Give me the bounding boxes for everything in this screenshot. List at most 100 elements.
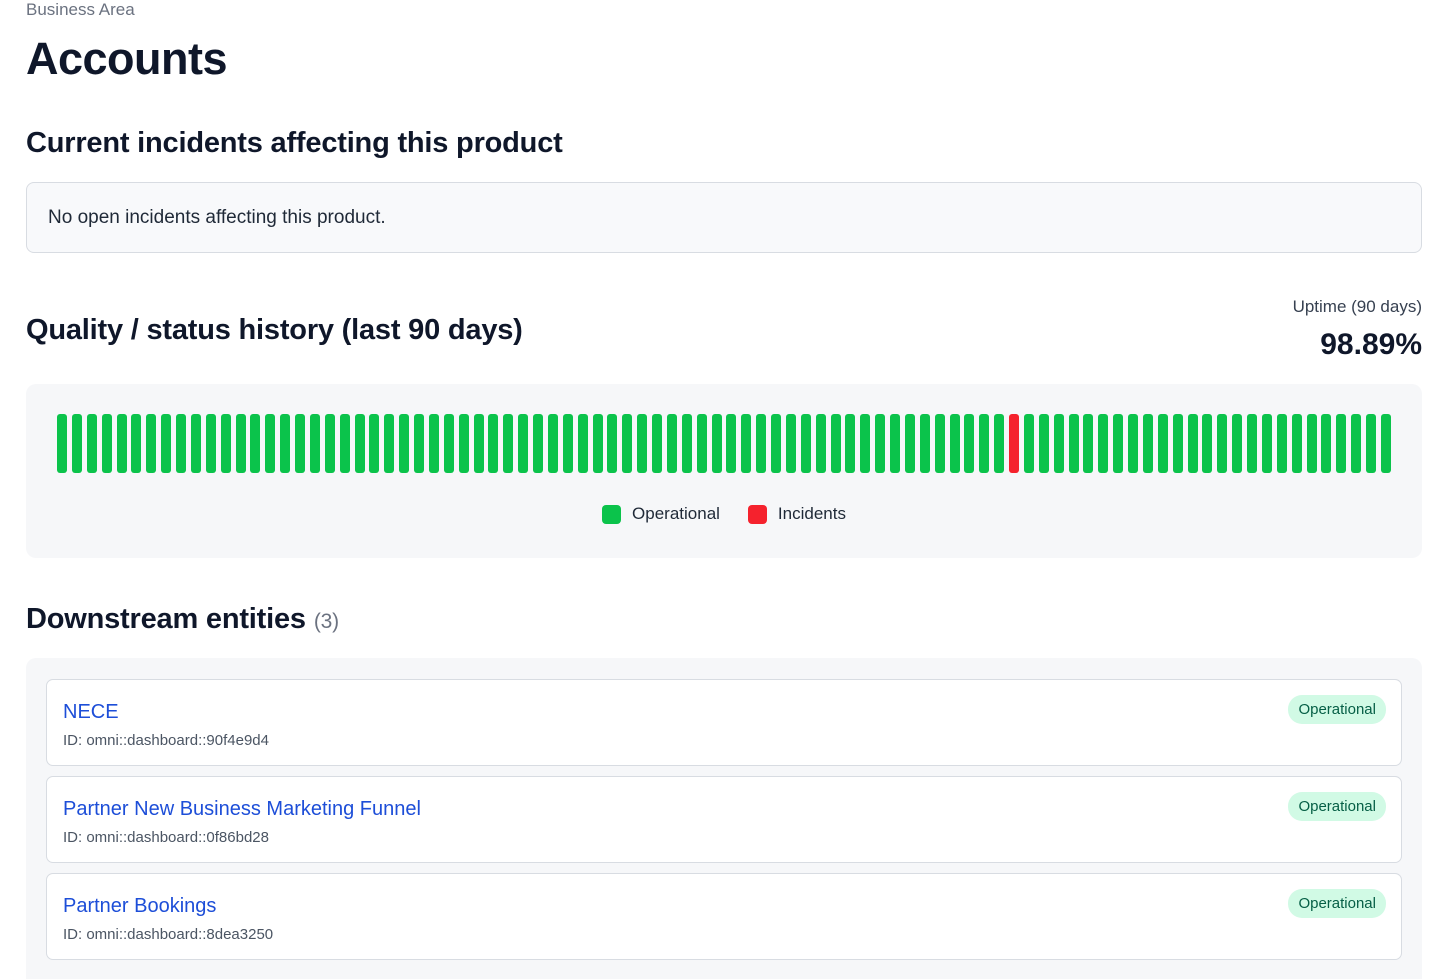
status-day-bar-operational[interactable] bbox=[295, 414, 306, 473]
status-day-bar-operational[interactable] bbox=[696, 414, 707, 473]
status-day-bar-operational[interactable] bbox=[339, 414, 350, 473]
status-day-bar-operational[interactable] bbox=[711, 414, 722, 473]
status-day-bar-operational[interactable] bbox=[1098, 414, 1109, 473]
status-day-bar-operational[interactable] bbox=[994, 414, 1005, 473]
entity-card[interactable]: Partner New Business Marketing Funnel ID… bbox=[46, 776, 1402, 863]
status-day-bar-operational[interactable] bbox=[652, 414, 663, 473]
status-day-bar-operational[interactable] bbox=[875, 414, 886, 473]
status-day-bar-operational[interactable] bbox=[116, 414, 127, 473]
status-day-bar-operational[interactable] bbox=[741, 414, 752, 473]
status-day-bar-operational[interactable] bbox=[131, 414, 142, 473]
incidents-swatch bbox=[747, 504, 767, 524]
status-day-bar-operational[interactable] bbox=[830, 414, 841, 473]
entity-id: ID: omni::dashboard::8dea3250 bbox=[63, 926, 274, 943]
status-day-bar-operational[interactable] bbox=[369, 414, 380, 473]
status-day-bar-operational[interactable] bbox=[399, 414, 410, 473]
status-day-bar-operational[interactable] bbox=[860, 414, 871, 473]
status-day-bar-operational[interactable] bbox=[1187, 414, 1198, 473]
status-day-bar-operational[interactable] bbox=[1351, 414, 1362, 473]
status-day-bar-operational[interactable] bbox=[1366, 414, 1377, 473]
status-day-bar-operational[interactable] bbox=[309, 414, 320, 473]
status-day-bar-operational[interactable] bbox=[1381, 414, 1391, 473]
status-day-bar-operational[interactable] bbox=[533, 414, 544, 473]
status-day-bar-operational[interactable] bbox=[1217, 414, 1228, 473]
status-day-bar-operational[interactable] bbox=[384, 414, 395, 473]
status-day-bar-operational[interactable] bbox=[1232, 414, 1243, 473]
status-day-bar-operational[interactable] bbox=[1306, 414, 1317, 473]
status-day-bar-operational[interactable] bbox=[473, 414, 484, 473]
status-day-bar-operational[interactable] bbox=[904, 414, 915, 473]
status-day-bar-operational[interactable] bbox=[1202, 414, 1213, 473]
status-day-bar-operational[interactable] bbox=[949, 414, 960, 473]
status-day-bar-operational[interactable] bbox=[1172, 414, 1183, 473]
status-day-bar-operational[interactable] bbox=[101, 414, 112, 473]
status-day-bar-operational[interactable] bbox=[979, 414, 990, 473]
status-day-bar-operational[interactable] bbox=[964, 414, 975, 473]
status-day-bar-operational[interactable] bbox=[1291, 414, 1302, 473]
status-day-bar-operational[interactable] bbox=[845, 414, 856, 473]
status-day-bar-operational[interactable] bbox=[577, 414, 588, 473]
status-day-bar-operational[interactable] bbox=[1113, 414, 1124, 473]
status-day-bar-operational[interactable] bbox=[1142, 414, 1153, 473]
status-day-bar-operational[interactable] bbox=[354, 414, 365, 473]
status-day-bar-operational[interactable] bbox=[488, 414, 499, 473]
status-day-bar-operational[interactable] bbox=[1261, 414, 1272, 473]
status-day-bar-operational[interactable] bbox=[176, 414, 186, 473]
status-day-bar-operational[interactable] bbox=[443, 414, 454, 473]
status-day-bar-operational[interactable] bbox=[756, 414, 767, 473]
status-day-bar-operational[interactable] bbox=[547, 414, 558, 473]
status-day-bar-operational[interactable] bbox=[57, 414, 67, 473]
status-day-bar-operational[interactable] bbox=[1157, 414, 1168, 473]
status-day-bar-operational[interactable] bbox=[562, 414, 573, 473]
status-day-bar-operational[interactable] bbox=[414, 414, 425, 473]
status-day-bar-operational[interactable] bbox=[161, 414, 172, 473]
entity-card[interactable]: NECE ID: omni::dashboard::90f4e9d4 Opera… bbox=[46, 679, 1402, 766]
status-day-bar-operational[interactable] bbox=[622, 414, 633, 473]
status-day-bar-operational[interactable] bbox=[1247, 414, 1258, 473]
status-day-bar-operational[interactable] bbox=[681, 414, 692, 473]
legend-item-incidents: Incidents bbox=[747, 504, 846, 524]
status-day-bar-operational[interactable] bbox=[146, 414, 157, 473]
status-day-bar-operational[interactable] bbox=[220, 414, 231, 473]
status-day-bar-operational[interactable] bbox=[637, 414, 648, 473]
entity-card[interactable]: Partner Bookings ID: omni::dashboard::8d… bbox=[46, 873, 1402, 960]
status-day-bar-operational[interactable] bbox=[607, 414, 618, 473]
status-day-bar-operational[interactable] bbox=[324, 414, 335, 473]
status-day-bar-operational[interactable] bbox=[815, 414, 826, 473]
status-day-bar-operational[interactable] bbox=[190, 414, 201, 473]
status-day-bar-incident[interactable] bbox=[1009, 414, 1020, 473]
status-day-bar-operational[interactable] bbox=[86, 414, 97, 473]
status-day-bar-operational[interactable] bbox=[1068, 414, 1079, 473]
status-day-bar-operational[interactable] bbox=[592, 414, 603, 473]
status-day-bar-operational[interactable] bbox=[1083, 414, 1094, 473]
status-day-bar-operational[interactable] bbox=[250, 414, 261, 473]
status-day-bar-operational[interactable] bbox=[280, 414, 291, 473]
status-day-bar-operational[interactable] bbox=[1053, 414, 1064, 473]
status-day-bar-operational[interactable] bbox=[265, 414, 276, 473]
status-day-bar-operational[interactable] bbox=[1336, 414, 1347, 473]
entity-name-link[interactable]: Partner New Business Marketing Funnel bbox=[63, 798, 421, 820]
status-day-bar-operational[interactable] bbox=[1321, 414, 1332, 473]
status-day-bar-operational[interactable] bbox=[771, 414, 782, 473]
status-day-bar-operational[interactable] bbox=[919, 414, 930, 473]
status-day-bar-operational[interactable] bbox=[800, 414, 811, 473]
status-day-bar-operational[interactable] bbox=[71, 414, 82, 473]
entity-name-link[interactable]: NECE bbox=[63, 701, 119, 723]
status-day-bar-operational[interactable] bbox=[785, 414, 796, 473]
status-day-bar-operational[interactable] bbox=[458, 414, 469, 473]
status-day-bar-operational[interactable] bbox=[1023, 414, 1034, 473]
status-day-bar-operational[interactable] bbox=[1128, 414, 1139, 473]
status-day-bar-operational[interactable] bbox=[205, 414, 216, 473]
status-day-bar-operational[interactable] bbox=[1038, 414, 1049, 473]
status-day-bar-operational[interactable] bbox=[726, 414, 737, 473]
status-day-bar-operational[interactable] bbox=[518, 414, 529, 473]
status-day-bar-operational[interactable] bbox=[934, 414, 945, 473]
entity-name-link[interactable]: Partner Bookings bbox=[63, 895, 217, 917]
status-day-bar-operational[interactable] bbox=[890, 414, 901, 473]
breadcrumb[interactable]: Business Area bbox=[26, 0, 135, 19]
status-day-bar-operational[interactable] bbox=[428, 414, 439, 473]
status-day-bar-operational[interactable] bbox=[1276, 414, 1287, 473]
status-day-bar-operational[interactable] bbox=[666, 414, 677, 473]
status-day-bar-operational[interactable] bbox=[235, 414, 246, 473]
status-day-bar-operational[interactable] bbox=[503, 414, 514, 473]
